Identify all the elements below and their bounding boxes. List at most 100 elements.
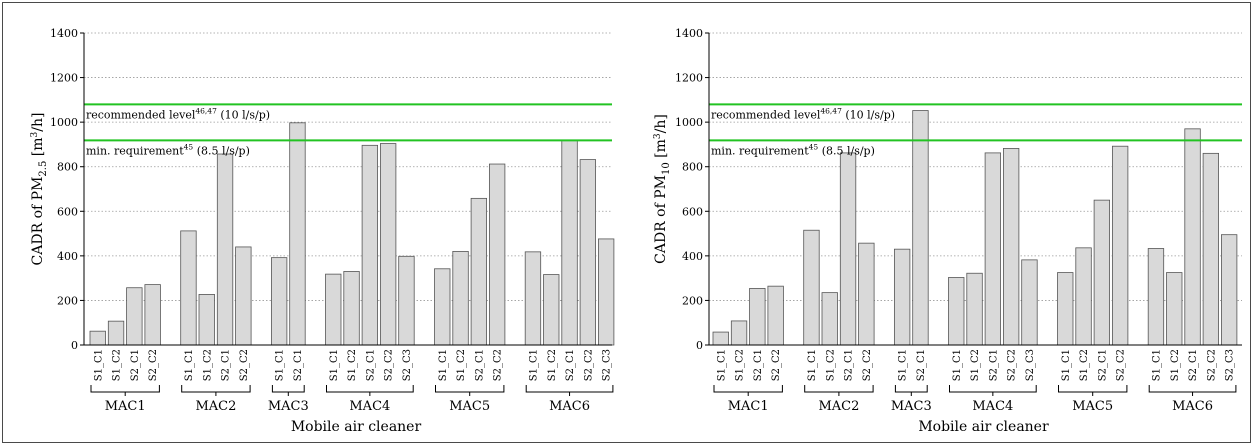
y-axis-label-subscript: 10 xyxy=(661,162,672,175)
group-bracket xyxy=(1058,385,1128,396)
x-tick-label: S1_C2 xyxy=(347,349,358,381)
chart-pm10: S1_C1 S1_C2 S2_C1 S2_C2 MAC1 S1_C1 S1_C2 S2_C1 S… xyxy=(653,27,1242,435)
bar xyxy=(89,330,106,346)
bar xyxy=(452,250,469,346)
bar xyxy=(966,272,983,346)
x-tick-label: S1_C2 xyxy=(1170,349,1181,381)
x-tick-label: S1_C1 xyxy=(438,349,449,381)
reference-suffix: (8.5 l/s/p) xyxy=(193,144,250,157)
bar xyxy=(126,287,143,346)
x-tick-label: S2_C3 xyxy=(402,349,413,381)
group-label: MAC3 xyxy=(268,399,309,414)
x-tick-label: S1_C1 xyxy=(807,349,818,381)
chart-pm25: S1_C1 S1_C2 S2_C1 S2_C2 MAC1 S1_C1 S1_C2 S2_C1 S… xyxy=(30,27,615,435)
x-tick-label: S1_C2 xyxy=(970,349,981,381)
reference-text: min. requirement xyxy=(86,144,184,157)
bar xyxy=(1166,272,1183,346)
x-tick-label: S2_C1 xyxy=(565,349,576,381)
reference-superscript: 46,47 xyxy=(195,106,217,115)
y-axis-label-unit-superscript: 3 xyxy=(30,131,40,137)
x-tick-label: S1_C1 xyxy=(952,349,963,381)
group-bracket xyxy=(804,385,874,396)
bar xyxy=(1021,259,1038,346)
bar xyxy=(270,257,288,346)
group-bracket xyxy=(1148,385,1237,396)
x-tick-label: S1_C1 xyxy=(93,349,104,381)
bar xyxy=(912,110,929,346)
x-tick-label: S2_C3 xyxy=(1025,349,1036,381)
x-tick-label: S1_C1 xyxy=(275,349,286,381)
group-bracket xyxy=(271,385,305,396)
x-tick-label: S2_C1 xyxy=(753,349,764,381)
y-axis-label: CADR of PM2.5 [m3/h] xyxy=(30,113,49,266)
y-tick-label: 600 xyxy=(682,205,703,218)
group-bracket xyxy=(894,385,928,396)
reference-suffix: (8.5 l/s/p) xyxy=(818,144,875,157)
bar xyxy=(198,294,215,346)
x-tick-label: S1_C1 xyxy=(184,349,195,381)
bar xyxy=(144,284,161,346)
reference-suffix: (10 l/s/p) xyxy=(217,108,270,121)
group-bracket xyxy=(713,385,783,396)
y-tick-label: 1400 xyxy=(675,27,703,40)
bar xyxy=(1221,234,1238,346)
y-tick-label: 0 xyxy=(71,339,78,352)
group-label: MAC5 xyxy=(1072,399,1113,414)
bar xyxy=(858,242,875,346)
bar xyxy=(821,292,838,346)
bar xyxy=(1093,199,1111,346)
x-axis-label: Mobile air cleaner xyxy=(291,419,422,435)
x-tick-label: S2_C3 xyxy=(602,349,613,381)
reference-superscript: 45 xyxy=(809,142,819,151)
bar xyxy=(712,331,729,346)
x-tick-label: S2_C2 xyxy=(583,349,594,381)
x-tick-label: S1_C1 xyxy=(329,349,340,381)
bar xyxy=(579,159,596,346)
bar xyxy=(434,268,451,346)
x-tick-label: S1_C2 xyxy=(112,349,123,381)
group-bracket xyxy=(525,385,614,396)
x-tick-label: S1_C1 xyxy=(1061,349,1072,381)
reference-label: min. requirement45 (8.5 l/s/p) xyxy=(86,142,250,157)
y-tick-label: 400 xyxy=(682,250,703,263)
bar xyxy=(107,320,125,346)
group-bracket xyxy=(949,385,1037,396)
bar xyxy=(289,122,306,346)
bar xyxy=(984,152,1002,346)
bar xyxy=(893,248,911,346)
bar xyxy=(470,197,488,346)
x-tick-label: S1_C2 xyxy=(456,349,467,381)
y-axis-label-main: CADR of PM xyxy=(653,175,669,264)
group-label: MAC1 xyxy=(105,399,146,414)
bar xyxy=(1184,128,1201,346)
bar xyxy=(561,139,578,346)
y-axis-label: CADR of PM10 [m3/h] xyxy=(653,114,672,264)
y-axis-label-unit-end: /h] xyxy=(30,113,46,132)
reference-superscript: 46,47 xyxy=(820,106,842,115)
x-tick-label: S2_C2 xyxy=(493,349,504,381)
y-tick-label: 200 xyxy=(57,294,78,307)
x-tick-label: S2_C2 xyxy=(384,349,395,381)
x-tick-label: S2_C2 xyxy=(1007,349,1018,381)
bar xyxy=(803,229,820,346)
x-tick-label: S1_C1 xyxy=(528,349,539,381)
reference-superscript: 45 xyxy=(184,142,194,151)
y-axis-label-subscript: 2.5 xyxy=(38,161,49,177)
x-tick-label: S1_C2 xyxy=(735,349,746,381)
x-tick-label: S2_C1 xyxy=(844,349,855,381)
bar xyxy=(1002,148,1020,346)
reference-text: min. requirement xyxy=(711,144,809,157)
x-tick-label: S2_C1 xyxy=(1188,349,1199,381)
bar xyxy=(1147,248,1165,346)
group-bracket xyxy=(181,385,251,396)
group-bracket xyxy=(90,385,160,396)
bar xyxy=(524,251,542,346)
group-label: MAC6 xyxy=(1172,399,1213,414)
y-tick-label: 800 xyxy=(682,161,703,174)
x-tick-label: S2_C1 xyxy=(130,349,141,381)
bar xyxy=(598,238,615,346)
group-label: MAC2 xyxy=(818,399,859,414)
group-label: MAC4 xyxy=(972,399,1013,414)
bar xyxy=(343,271,360,346)
y-axis-label-unit: [m xyxy=(653,139,669,162)
